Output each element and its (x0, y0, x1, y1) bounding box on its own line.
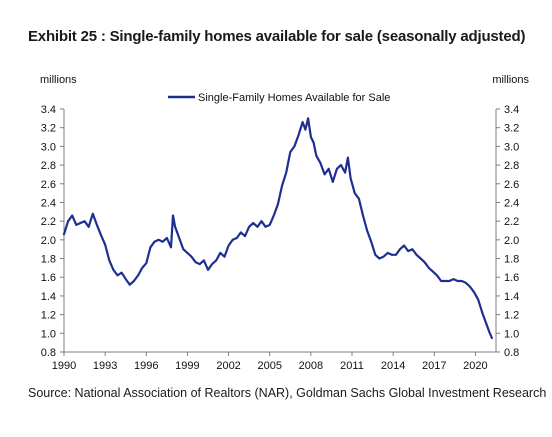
x-tick-label: 1993 (93, 360, 117, 372)
series-line (62, 117, 493, 340)
y-tick-label-right: 2.8 (504, 160, 519, 172)
x-tick-label: 2020 (463, 360, 487, 372)
y-tick-label-left: 1.2 (41, 310, 56, 322)
x-tick-label: 2008 (299, 360, 323, 372)
series-group (62, 117, 493, 340)
y-tick-label-right: 0.8 (504, 347, 519, 359)
y-tick-label-left: 0.8 (41, 347, 56, 359)
legend: Single-Family Homes Available for Sale (168, 92, 390, 104)
y-tick-label-right: 2.4 (504, 197, 519, 209)
x-tick-label: 2017 (422, 360, 446, 372)
x-tick-label: 1999 (175, 360, 199, 372)
y-tick-label-left: 2.4 (41, 197, 56, 209)
y-tick-label-right: 2.0 (504, 235, 519, 247)
y-tick-label-left: 1.0 (41, 328, 56, 340)
y-tick-label-right: 2.2 (504, 216, 519, 228)
legend-label: Single-Family Homes Available for Sale (198, 92, 390, 104)
y-tick-label-right: 1.2 (504, 310, 519, 322)
y-tick-label-left: 3.0 (41, 141, 56, 153)
chart-title: Exhibit 25 : Single-family homes availab… (28, 28, 526, 45)
y-tick-label-right: 2.6 (504, 179, 519, 191)
right-axis-unit: millions (492, 74, 529, 86)
x-tick-label: 2014 (381, 360, 405, 372)
y-tick-label-right: 1.8 (504, 254, 519, 266)
x-tick-label: 1996 (134, 360, 158, 372)
y-tick-label-left: 2.2 (41, 216, 56, 228)
y-tick-label-left: 3.4 (41, 104, 56, 116)
x-tick-label: 2002 (216, 360, 240, 372)
x-tick-label: 2005 (257, 360, 281, 372)
x-tick-label: 1990 (52, 360, 76, 372)
y-tick-label-left: 3.2 (41, 123, 56, 135)
y-tick-label-right: 3.2 (504, 123, 519, 135)
y-tick-label-right: 1.0 (504, 328, 519, 340)
left-axis-unit: millions (40, 74, 77, 86)
y-tick-label-left: 2.8 (41, 160, 56, 172)
x-tick-label: 2011 (340, 360, 364, 372)
y-tick-label-right: 1.4 (504, 291, 519, 303)
y-tick-label-left: 1.6 (41, 272, 56, 284)
source-note: Source: National Association of Realtors… (28, 386, 547, 400)
y-tick-label-left: 1.8 (41, 254, 56, 266)
y-tick-label-right: 3.0 (504, 141, 519, 153)
y-tick-label-left: 2.6 (41, 179, 56, 191)
y-tick-label-left: 2.0 (41, 235, 56, 247)
y-tick-label-right: 1.6 (504, 272, 519, 284)
axes: 0.8 0.8 1.0 1.0 1.2 1.2 1.4 1.4 1.6 1.6 1.8 1.8 2.0 2… (41, 104, 520, 372)
y-tick-label-right: 3.4 (504, 104, 519, 116)
y-tick-label-left: 1.4 (41, 291, 56, 303)
